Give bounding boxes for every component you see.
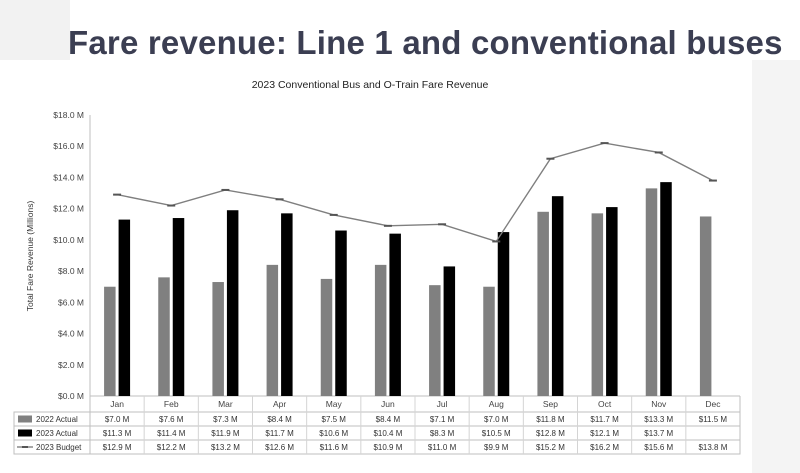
bar-2022-actual (266, 264, 279, 396)
bar-2022-actual (374, 264, 387, 396)
bar-2022-actual (645, 188, 658, 396)
data-table-cell: $8.4 M (376, 415, 401, 424)
bar-2023-actual (551, 196, 564, 396)
x-tick-label: May (326, 399, 343, 409)
data-table-cell: $11.4 M (157, 429, 186, 438)
slide-corner-shade (0, 0, 70, 60)
legend-entry: 2023 Actual (36, 429, 78, 438)
legend-key-bar (18, 415, 32, 423)
data-table-cell: $11.9 M (211, 429, 240, 438)
data-table-cell: $13.8 M (698, 443, 727, 452)
x-tick-label: Feb (164, 399, 179, 409)
data-table-cell: $11.6 M (320, 443, 349, 452)
y-tick-label: $14.0 M (53, 172, 84, 182)
x-tick-label: Dec (705, 399, 721, 409)
data-table-cell: $11.7 M (590, 415, 619, 424)
data-table-cell: $13.3 M (644, 415, 673, 424)
data-table-cell: $7.0 M (105, 415, 130, 424)
x-tick-label: Jan (110, 399, 124, 409)
data-table-cell: $7.5 M (322, 415, 347, 424)
data-table-cell: $11.0 M (428, 443, 457, 452)
y-tick-label: $0.0 M (58, 391, 84, 401)
data-table-border (13, 411, 741, 455)
chart-title: 2023 Conventional Bus and O-Train Fare R… (252, 79, 489, 91)
data-table-cell: $7.0 M (484, 415, 509, 424)
bar-2023-actual (172, 218, 185, 396)
bar-2022-actual (212, 282, 224, 396)
data-table-cell: $10.9 M (373, 443, 402, 452)
x-tick-label: Aug (489, 399, 504, 409)
data-table-cell: $10.6 M (319, 429, 348, 438)
bar-2022-actual (483, 286, 495, 396)
bar-2023-actual (606, 207, 618, 396)
bar-2023-actual (443, 266, 456, 396)
bar-2022-actual (104, 286, 116, 396)
data-table-cell: $13.7 M (644, 429, 673, 438)
data-table-cell: $13.2 M (211, 443, 240, 452)
data-table-cell: $8.4 M (267, 415, 292, 424)
data-table-cell: $10.4 M (373, 429, 402, 438)
x-tick-label: Mar (218, 399, 233, 409)
y-tick-label: $16.0 M (53, 141, 84, 151)
data-table-cell: $12.6 M (265, 443, 294, 452)
bar-2022-actual (699, 216, 712, 396)
data-table-cell: $11.5 M (699, 415, 728, 424)
slide-edge-shade (752, 60, 800, 473)
data-table-cell: $9.9 M (484, 443, 509, 452)
bar-2022-actual (591, 213, 604, 396)
x-tick-label: Sep (543, 399, 558, 409)
slide-title: Fare revenue: Line 1 and conventional bu… (68, 24, 783, 61)
data-table-cell: $7.3 M (213, 415, 238, 424)
bar-2023-actual (118, 219, 131, 396)
data-table-cell: $12.9 M (103, 443, 132, 452)
data-table-cell: $12.2 M (157, 443, 186, 452)
y-tick-label: $12.0 M (53, 204, 84, 214)
data-table: 2022 Actual $7.0 M $7.6 M $7.3 M $8.4 M $7.5 … (13, 396, 741, 455)
data-table-cell: $12.1 M (590, 429, 619, 438)
bar-2022-actual (320, 278, 333, 396)
bar-2022-actual (429, 285, 441, 396)
x-tick-label: Jul (437, 399, 448, 409)
bar-2022-actual (158, 277, 170, 396)
data-table-cell: $11.8 M (536, 415, 565, 424)
legend-key-bar (18, 429, 32, 437)
bar-2022-actual (537, 211, 549, 396)
data-table-cell: $8.3 M (430, 429, 455, 438)
bar-2023-actual (281, 213, 293, 396)
y-tick-label: $8.0 M (58, 266, 84, 276)
data-table-cell: $12.8 M (536, 429, 565, 438)
bar-2023-actual (335, 230, 347, 396)
y-tick-label: $6.0 M (58, 297, 84, 307)
x-tick-label: Jun (381, 399, 395, 409)
y-tick-label: $4.0 M (58, 329, 84, 339)
data-table-cell: $7.6 M (159, 415, 184, 424)
bar-2023-actual (497, 232, 510, 396)
bar-2023-actual (226, 210, 239, 396)
bar-2023-actual (660, 182, 672, 396)
y-tick-label: $18.0 M (53, 110, 84, 120)
bar-2023-actual (389, 233, 401, 396)
y-axis-label: Total Fare Revenue (Millions) (25, 201, 35, 312)
data-table-cell: $10.5 M (482, 429, 511, 438)
data-table-cell: $7.1 M (430, 415, 455, 424)
chart-bars (104, 182, 712, 396)
data-table-cell: $11.3 M (103, 429, 132, 438)
x-tick-label: Apr (273, 399, 286, 409)
x-tick-label: Nov (651, 399, 667, 409)
data-table-cell: $16.2 M (590, 443, 619, 452)
legend-entry: 2022 Actual (36, 415, 78, 424)
y-tick-label: $2.0 M (58, 360, 84, 370)
budget-line-series (113, 142, 717, 243)
data-table-cell: $15.2 M (536, 443, 565, 452)
x-tick-label: Oct (598, 399, 612, 409)
data-table-cell: $11.7 M (265, 429, 294, 438)
legend-entry: 2023 Budget (36, 443, 82, 452)
budget-line (116, 142, 714, 243)
data-table-cell: $15.6 M (644, 443, 673, 452)
y-tick-label: $10.0 M (53, 235, 84, 245)
